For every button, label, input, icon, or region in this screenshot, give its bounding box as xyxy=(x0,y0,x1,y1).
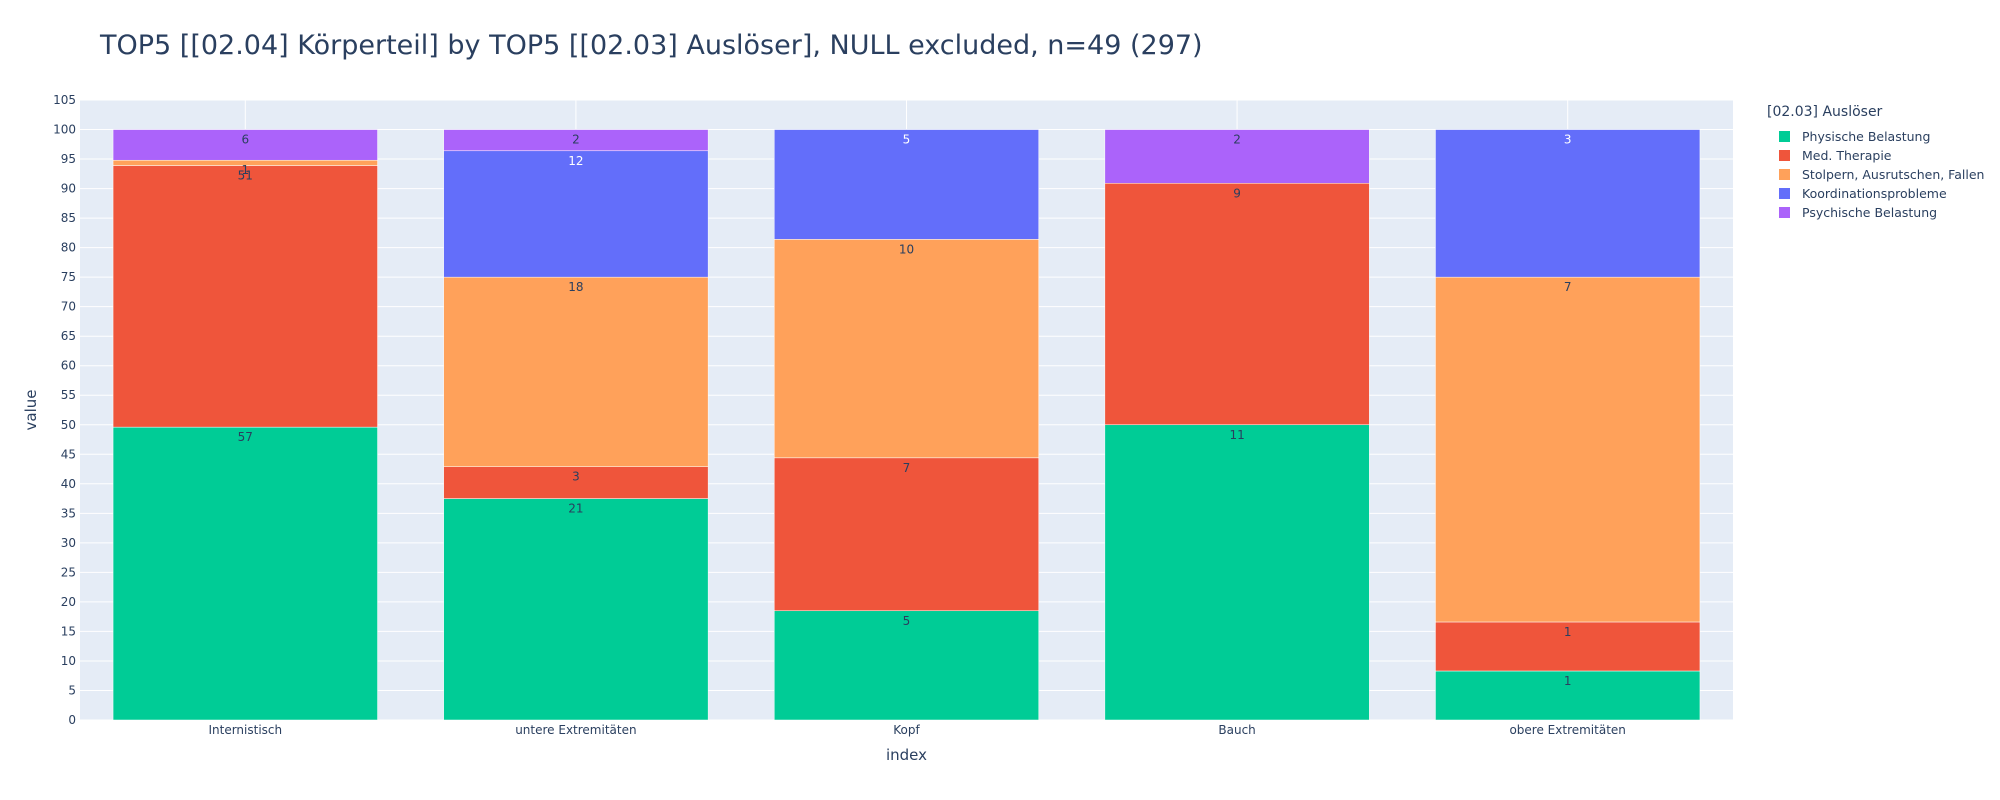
data-label: 3 xyxy=(572,470,580,484)
bar-segment xyxy=(1435,129,1701,278)
axis-layer: 0510152025303540455055606570758085909510… xyxy=(53,93,1626,737)
data-label: 5 xyxy=(903,133,911,147)
bar-segment xyxy=(774,239,1039,459)
data-label: 3 xyxy=(1564,133,1572,147)
legend-label: Physische Belastung xyxy=(1802,129,1931,144)
y-tick-label: 35 xyxy=(61,506,76,520)
legend-swatch xyxy=(1779,207,1790,218)
x-tick-label: obere Extremitäten xyxy=(1509,723,1625,737)
bar-segment xyxy=(112,426,378,721)
legend-label: Med. Therapie xyxy=(1802,148,1892,163)
y-tick-label: 95 xyxy=(61,152,76,166)
legend-swatch xyxy=(1779,131,1790,142)
bar-segment xyxy=(774,129,1039,240)
data-label: 7 xyxy=(903,461,911,475)
legend-swatch xyxy=(1779,188,1790,199)
bar-segment xyxy=(1435,621,1701,672)
y-tick-label: 75 xyxy=(61,270,76,284)
bar-segment xyxy=(112,129,378,161)
bar-layer xyxy=(112,129,1701,721)
bar-segment xyxy=(1104,183,1370,426)
bar-segment xyxy=(443,129,709,152)
x-tick-label: Bauch xyxy=(1218,723,1255,737)
bar-segment xyxy=(443,150,709,278)
bar-segment xyxy=(443,466,709,499)
bar-segment xyxy=(443,276,709,467)
y-tick-label: 50 xyxy=(61,418,76,432)
y-tick-label: 80 xyxy=(61,241,76,255)
y-tick-label: 10 xyxy=(61,654,76,668)
y-tick-label: 30 xyxy=(61,536,76,550)
y-tick-label: 55 xyxy=(61,388,76,402)
y-tick-label: 15 xyxy=(61,624,76,638)
y-tick-label: 20 xyxy=(61,595,76,609)
legend-label: Koordinationsprobleme xyxy=(1802,186,1947,201)
legend-item[interactable]: Psychische Belastung xyxy=(1767,203,1984,222)
legend-title: [02.03] Auslöser xyxy=(1767,104,1883,120)
data-label: 57 xyxy=(238,430,253,444)
y-tick-label: 105 xyxy=(53,93,76,107)
legend-item[interactable]: Physische Belastung xyxy=(1767,127,1984,146)
legend-label: Stolpern, Ausrutschen, Fallen xyxy=(1802,167,1985,182)
data-label: 21 xyxy=(568,502,583,516)
bar-segment xyxy=(1104,129,1370,184)
legend-swatch xyxy=(1779,169,1790,180)
y-tick-label: 65 xyxy=(61,329,76,343)
data-label: 1 xyxy=(1564,625,1572,639)
bar-segment xyxy=(443,498,709,721)
data-label: 10 xyxy=(899,242,914,256)
legend-item[interactable]: Koordinationsprobleme xyxy=(1767,184,1984,203)
legend-item[interactable]: Med. Therapie xyxy=(1767,146,1984,165)
bar-segment xyxy=(774,610,1039,721)
legend: [02.03] Auslöser Physische Belastung Med.… xyxy=(1767,104,1984,222)
bar-segment xyxy=(1435,276,1701,623)
y-tick-label: 45 xyxy=(61,447,76,461)
legend-swatch xyxy=(1779,150,1790,161)
y-tick-label: 5 xyxy=(68,683,76,697)
x-tick-label: untere Extremitäten xyxy=(515,723,636,737)
chart-title: TOP5 [[02.04] Körperteil] by TOP5 [[02.0… xyxy=(100,30,1203,61)
bar-segment xyxy=(1435,670,1701,721)
x-axis-title: index xyxy=(886,746,927,764)
bar-segment xyxy=(112,165,378,428)
legend-label: Psychische Belastung xyxy=(1802,205,1938,220)
data-label: 1 xyxy=(1564,674,1572,688)
y-tick-label: 90 xyxy=(61,182,76,196)
data-label: 2 xyxy=(1233,133,1241,147)
data-label: 6 xyxy=(241,133,249,147)
y-tick-label: 40 xyxy=(61,477,76,491)
y-tick-label: 60 xyxy=(61,359,76,373)
data-label: 5 xyxy=(903,614,911,628)
data-label: 1 xyxy=(241,163,249,177)
y-tick-label: 100 xyxy=(53,123,76,137)
data-label: 18 xyxy=(568,280,583,294)
bar-segment xyxy=(774,457,1039,612)
x-tick-label: Internistisch xyxy=(208,723,282,737)
y-tick-label: 85 xyxy=(61,211,76,225)
y-axis-title: value xyxy=(22,390,40,431)
legend-items: Physische Belastung Med. Therapie Stolpern… xyxy=(1767,127,1984,222)
y-tick-label: 70 xyxy=(61,300,76,314)
x-tick-label: Kopf xyxy=(893,723,920,737)
data-label: 12 xyxy=(568,154,583,168)
data-label: 7 xyxy=(1564,280,1572,294)
y-tick-label: 0 xyxy=(68,713,76,727)
data-label: 9 xyxy=(1233,186,1241,200)
y-tick-label: 25 xyxy=(61,565,76,579)
data-label: 2 xyxy=(572,133,580,147)
data-label: 51 xyxy=(238,169,253,183)
data-label: 11 xyxy=(1229,428,1244,442)
bar-segment xyxy=(1104,424,1370,721)
legend-item[interactable]: Stolpern, Ausrutschen, Fallen xyxy=(1767,165,1984,184)
